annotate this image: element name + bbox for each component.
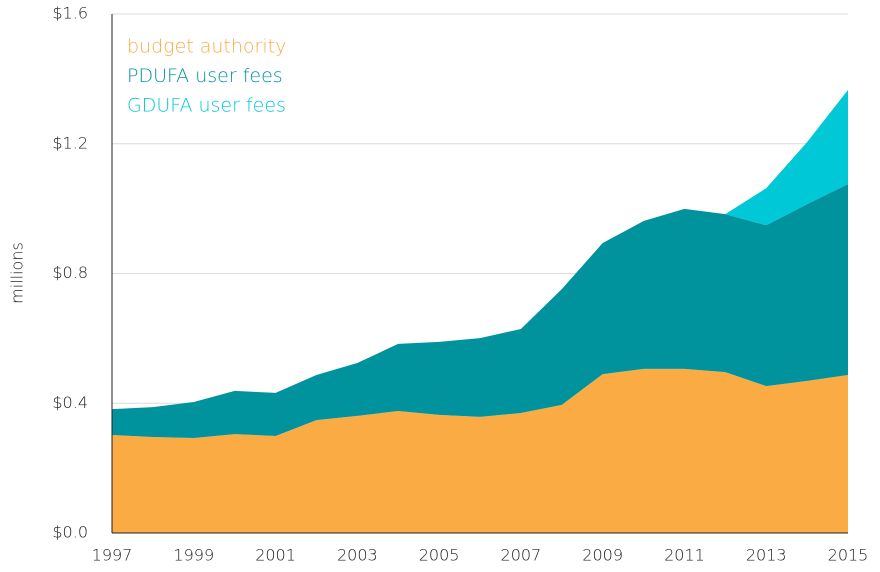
x-tick-label: 2001 xyxy=(255,546,296,565)
x-tick-label: 2003 xyxy=(337,546,378,565)
legend-entry: budget authority xyxy=(127,36,286,58)
y-tick-label: $1.2 xyxy=(52,133,88,152)
y-tick-label: $0.8 xyxy=(52,263,88,282)
x-tick-label: 1997 xyxy=(92,546,133,565)
y-tick-label: $0.0 xyxy=(52,523,88,542)
area xyxy=(112,184,848,438)
y-tick-label: $1.6 xyxy=(52,4,88,23)
x-tick-label: 2013 xyxy=(746,546,787,565)
x-tick-label: 1999 xyxy=(173,546,214,565)
y-axis-label: millions xyxy=(8,242,27,304)
y-tick-label: $0.4 xyxy=(52,393,88,412)
x-tick-label: 2011 xyxy=(664,546,705,565)
x-tick-label: 2009 xyxy=(582,546,623,565)
x-tick-label: 2007 xyxy=(501,546,542,565)
legend-entry: PDUFA user fees xyxy=(127,65,283,87)
x-tick-label: 2005 xyxy=(419,546,460,565)
x-tick-label: 2015 xyxy=(828,546,869,565)
area xyxy=(725,89,848,226)
area xyxy=(112,368,848,533)
legend-entry: GDUFA user fees xyxy=(127,95,286,117)
